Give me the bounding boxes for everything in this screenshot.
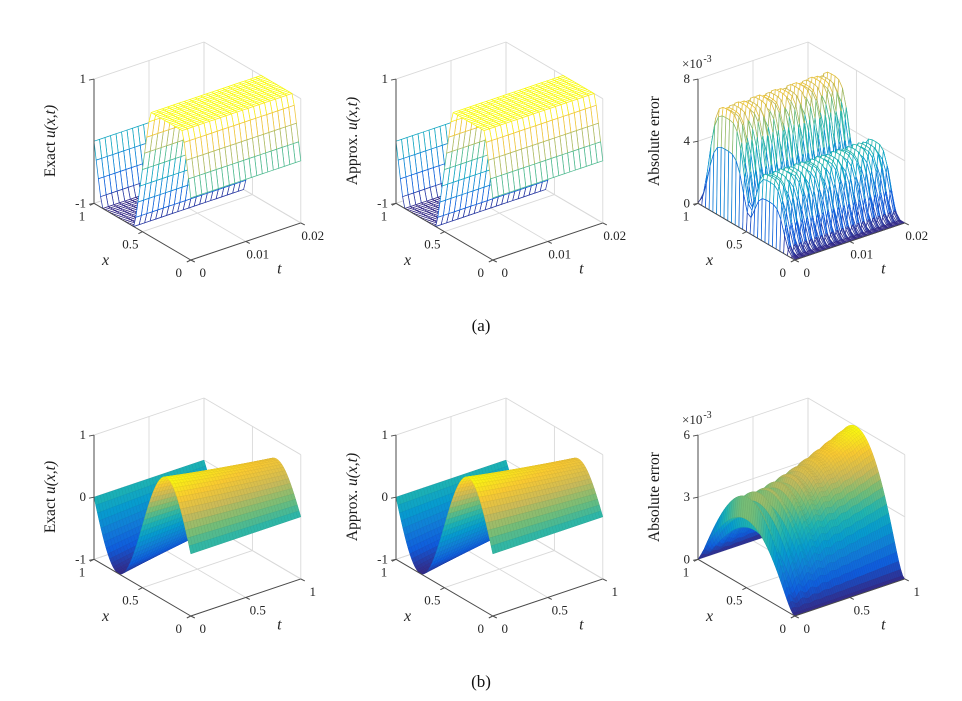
surface-plot-a-approx xyxy=(338,16,630,316)
caption-b: (b) xyxy=(471,672,491,691)
panel-b-approx: Approx. u(x,t) xyxy=(338,372,630,672)
row-b: Exact u(x,t) Approx. u(x,t) Absolute err… xyxy=(36,372,932,672)
panel-a-error: Absolute error xyxy=(640,16,932,316)
panel-b-exact: Exact u(x,t) xyxy=(36,372,328,672)
panel-a-exact: Exact u(x,t) xyxy=(36,16,328,316)
panel-a-approx: Approx. u(x,t) xyxy=(338,16,630,316)
surface-plot-b-exact xyxy=(36,372,328,672)
surface-plot-b-approx xyxy=(338,372,630,672)
panel-b-error: Absolute error xyxy=(640,372,932,672)
surface-plot-a-error xyxy=(640,16,932,316)
caption-a: (a) xyxy=(471,316,491,335)
surface-plot-a-exact xyxy=(36,16,328,316)
row-a: Exact u(x,t) Approx. u(x,t) Absolute err… xyxy=(36,16,932,316)
surface-plot-b-error xyxy=(640,372,932,672)
